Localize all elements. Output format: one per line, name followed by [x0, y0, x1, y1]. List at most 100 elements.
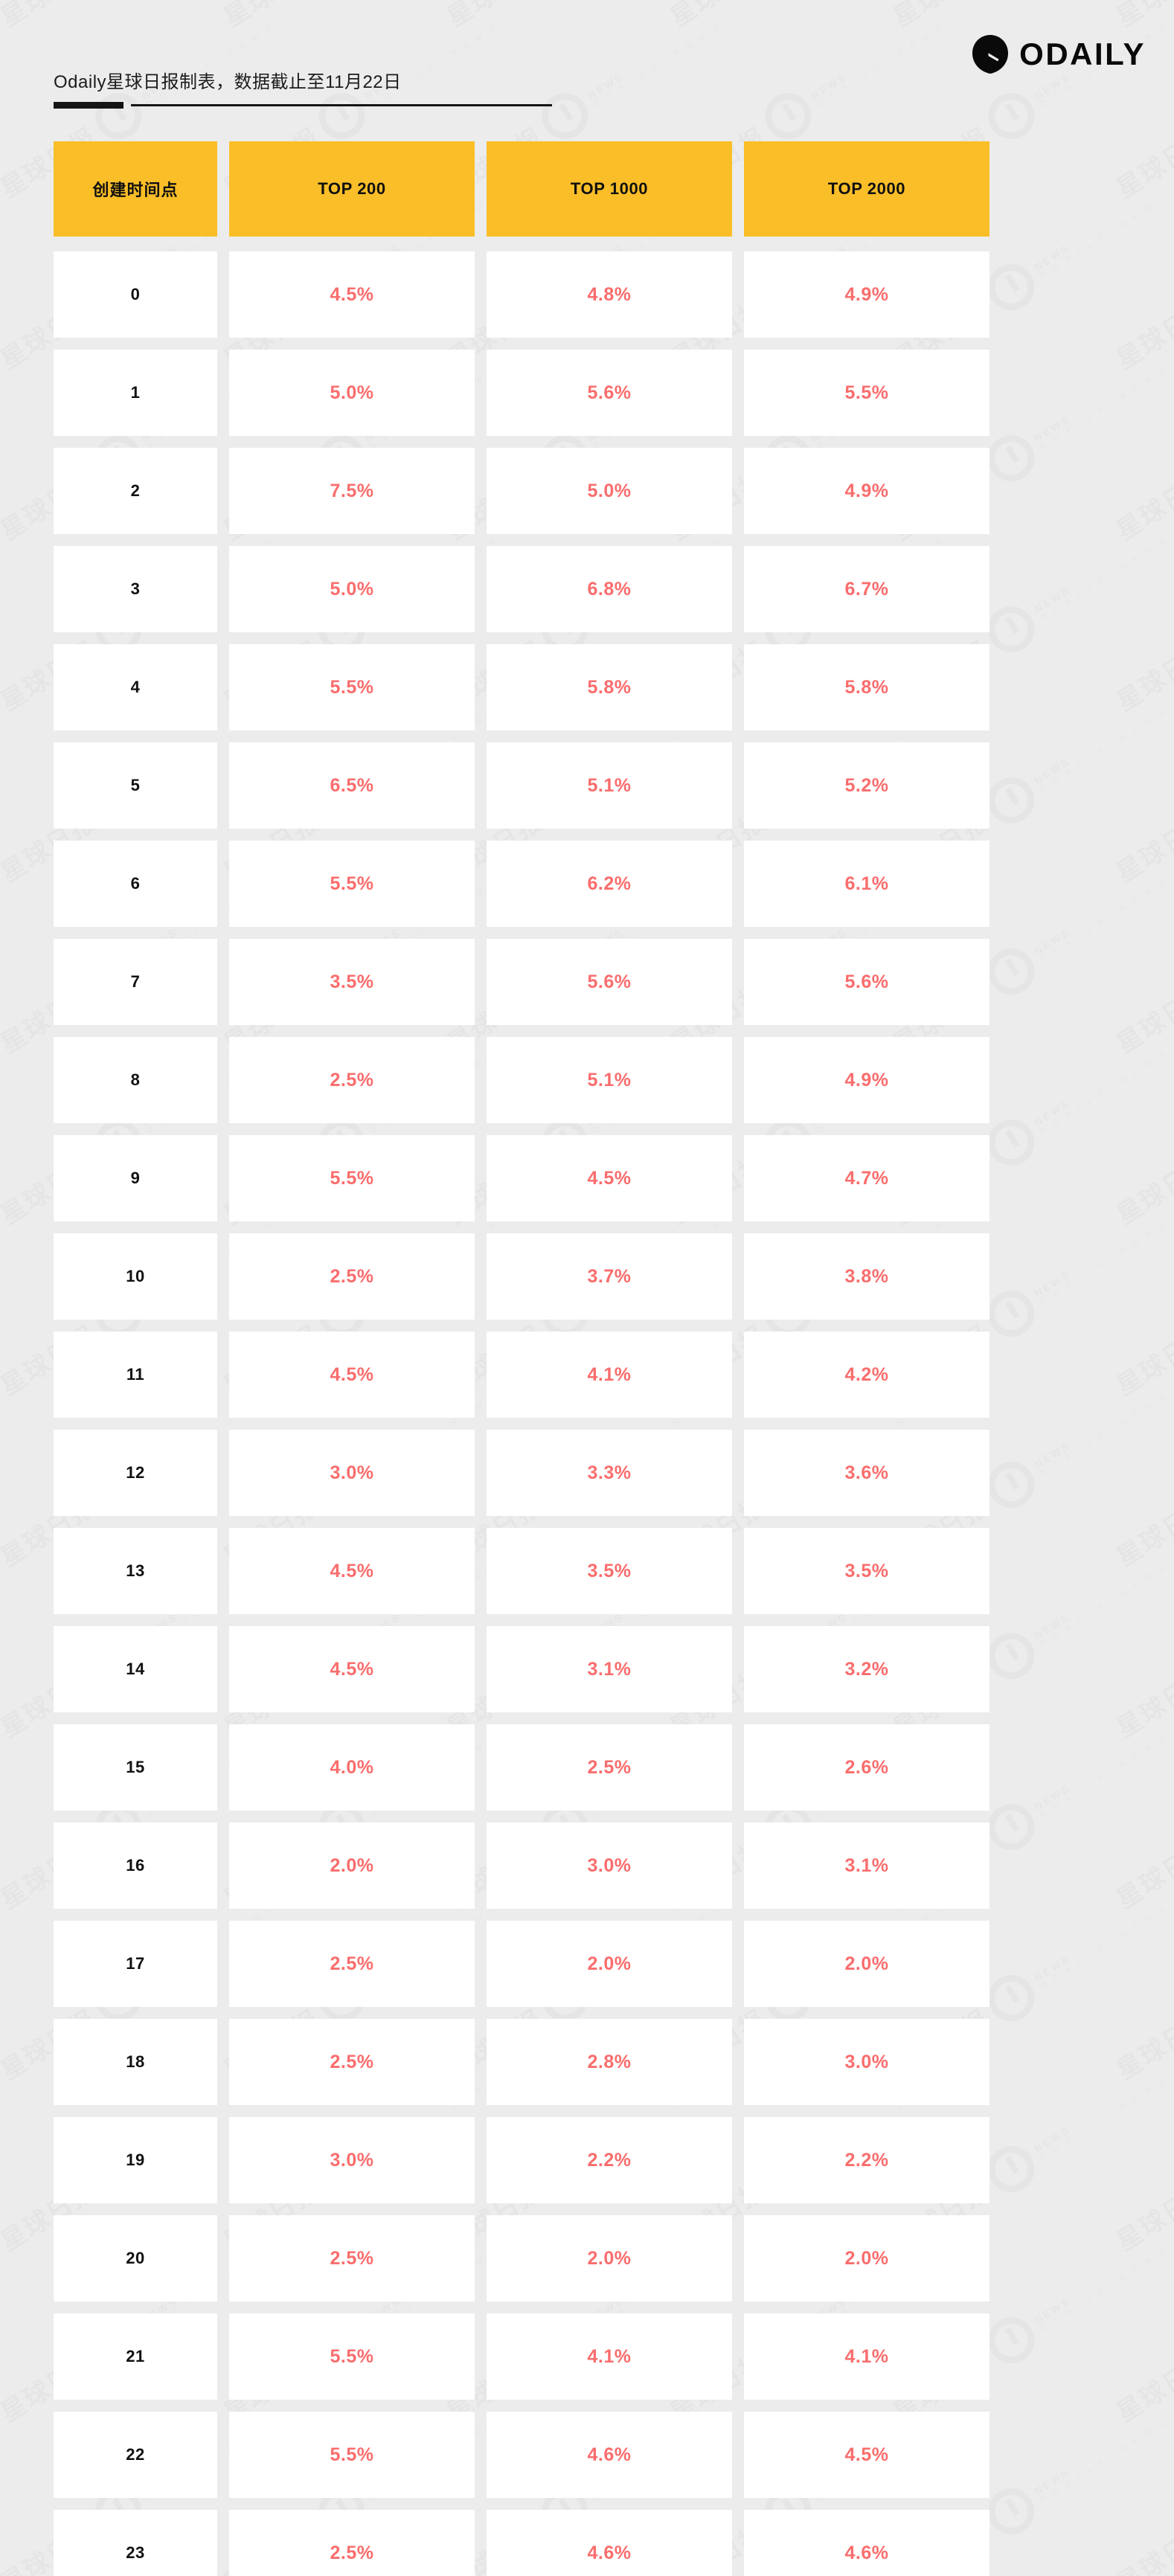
cell-top-200: 3.0%: [229, 1430, 475, 1516]
table-row: 20 2.5% 2.0% 2.0%: [54, 2215, 1120, 2302]
table-body: 0 4.5% 4.8% 4.9% 1 5.0% 5.6% 5.5% 2 7.5% 5.0% 4.9% 3…: [54, 251, 1120, 2576]
cell-top-200: 4.5%: [229, 1626, 475, 1712]
table-row: 14 4.5% 3.1% 3.2%: [54, 1626, 1120, 1712]
cell-top-200: 4.5%: [229, 1528, 475, 1614]
cell-time-point: 10: [54, 1233, 217, 1320]
cell-top-200: 5.5%: [229, 841, 475, 927]
cell-top-200: 3.5%: [229, 939, 475, 1025]
cell-top-1000: 4.1%: [487, 2313, 732, 2400]
cell-time-point: 13: [54, 1528, 217, 1614]
cell-top-2000: 3.2%: [744, 1626, 989, 1712]
cell-time-point: 0: [54, 251, 217, 338]
cell-top-2000: 3.8%: [744, 1233, 989, 1320]
cell-time-point: 8: [54, 1037, 217, 1123]
cell-top-1000: 4.6%: [487, 2510, 732, 2576]
cell-top-1000: 5.1%: [487, 742, 732, 829]
cell-time-point: 3: [54, 546, 217, 632]
data-table: 创建时间点 TOP 200 TOP 1000 TOP 2000 0 4.5% 4.8…: [54, 141, 1120, 2576]
table-row: 16 2.0% 3.0% 3.1%: [54, 1822, 1120, 1909]
cell-top-2000: 3.5%: [744, 1528, 989, 1614]
cell-top-1000: 2.5%: [487, 1724, 732, 1811]
table-row: 21 5.5% 4.1% 4.1%: [54, 2313, 1120, 2400]
cell-top-200: 2.5%: [229, 2019, 475, 2105]
cell-top-2000: 3.6%: [744, 1430, 989, 1516]
table-row: 13 4.5% 3.5% 3.5%: [54, 1528, 1120, 1614]
cell-top-200: 5.5%: [229, 2412, 475, 2498]
table-row: 1 5.0% 5.6% 5.5%: [54, 350, 1120, 436]
cell-top-200: 7.5%: [229, 448, 475, 534]
cell-top-1000: 5.8%: [487, 644, 732, 730]
cell-top-2000: 5.6%: [744, 939, 989, 1025]
cell-top-200: 5.5%: [229, 1135, 475, 1221]
column-header-top-2000: TOP 2000: [744, 141, 989, 237]
cell-top-2000: 6.1%: [744, 841, 989, 927]
table-row: 5 6.5% 5.1% 5.2%: [54, 742, 1120, 829]
cell-time-point: 4: [54, 644, 217, 730]
cell-time-point: 7: [54, 939, 217, 1025]
table-row: 4 5.5% 5.8% 5.8%: [54, 644, 1120, 730]
table-row: 6 5.5% 6.2% 6.1%: [54, 841, 1120, 927]
cell-top-200: 4.5%: [229, 251, 475, 338]
cell-top-200: 5.0%: [229, 546, 475, 632]
cell-top-2000: 5.8%: [744, 644, 989, 730]
cell-top-200: 4.5%: [229, 1332, 475, 1418]
cell-top-200: 6.5%: [229, 742, 475, 829]
table-row: 8 2.5% 5.1% 4.9%: [54, 1037, 1120, 1123]
table-row: 22 5.5% 4.6% 4.5%: [54, 2412, 1120, 2498]
cell-top-1000: 5.6%: [487, 350, 732, 436]
cell-time-point: 11: [54, 1332, 217, 1418]
cell-top-200: 2.5%: [229, 1921, 475, 2007]
cell-top-2000: 3.0%: [744, 2019, 989, 2105]
column-header-time-point: 创建时间点: [54, 141, 217, 237]
title-underline-thick: [54, 102, 124, 109]
cell-top-200: 3.0%: [229, 2117, 475, 2203]
page-title: Odaily星球日报制表，数据截止至11月22日: [54, 72, 402, 92]
cell-time-point: 12: [54, 1430, 217, 1516]
cell-top-1000: 5.6%: [487, 939, 732, 1025]
cell-top-200: 2.0%: [229, 1822, 475, 1909]
title-block: Odaily星球日报制表，数据截止至11月22日: [54, 71, 552, 109]
cell-top-200: 2.5%: [229, 1233, 475, 1320]
cell-top-2000: 5.2%: [744, 742, 989, 829]
cell-top-1000: 4.1%: [487, 1332, 732, 1418]
table-row: 18 2.5% 2.8% 3.0%: [54, 2019, 1120, 2105]
cell-top-200: 4.0%: [229, 1724, 475, 1811]
cell-top-2000: 4.9%: [744, 1037, 989, 1123]
column-header-top-1000: TOP 1000: [487, 141, 732, 237]
cell-top-200: 5.5%: [229, 644, 475, 730]
cell-time-point: 9: [54, 1135, 217, 1221]
cell-time-point: 5: [54, 742, 217, 829]
cell-time-point: 14: [54, 1626, 217, 1712]
table-row: 9 5.5% 4.5% 4.7%: [54, 1135, 1120, 1221]
cell-top-2000: 6.7%: [744, 546, 989, 632]
cell-top-2000: 4.9%: [744, 448, 989, 534]
cell-top-2000: 2.2%: [744, 2117, 989, 2203]
table-header-row: 创建时间点 TOP 200 TOP 1000 TOP 2000: [54, 141, 1120, 237]
odaily-o-mark-icon: [972, 35, 1009, 74]
cell-top-1000: 2.8%: [487, 2019, 732, 2105]
table-row: 17 2.5% 2.0% 2.0%: [54, 1921, 1120, 2007]
cell-time-point: 18: [54, 2019, 217, 2105]
table-row: 15 4.0% 2.5% 2.6%: [54, 1724, 1120, 1811]
table-row: 23 2.5% 4.6% 4.6%: [54, 2510, 1120, 2576]
table-row: 10 2.5% 3.7% 3.8%: [54, 1233, 1120, 1320]
cell-time-point: 15: [54, 1724, 217, 1811]
cell-top-1000: 2.0%: [487, 1921, 732, 2007]
cell-top-1000: 6.2%: [487, 841, 732, 927]
cell-time-point: 6: [54, 841, 217, 927]
cell-top-200: 5.5%: [229, 2313, 475, 2400]
cell-top-1000: 4.6%: [487, 2412, 732, 2498]
table-row: 19 3.0% 2.2% 2.2%: [54, 2117, 1120, 2203]
cell-top-2000: 4.2%: [744, 1332, 989, 1418]
cell-top-1000: 6.8%: [487, 546, 732, 632]
brand-wordmark: ODAILY: [1019, 36, 1146, 71]
cell-top-200: 2.5%: [229, 2215, 475, 2302]
column-header-top-200: TOP 200: [229, 141, 475, 237]
brand-logo: ODAILY: [970, 34, 1146, 74]
cell-top-1000: 3.0%: [487, 1822, 732, 1909]
cell-top-2000: 4.9%: [744, 251, 989, 338]
cell-top-200: 5.0%: [229, 350, 475, 436]
table-row: 7 3.5% 5.6% 5.6%: [54, 939, 1120, 1025]
cell-time-point: 2: [54, 448, 217, 534]
